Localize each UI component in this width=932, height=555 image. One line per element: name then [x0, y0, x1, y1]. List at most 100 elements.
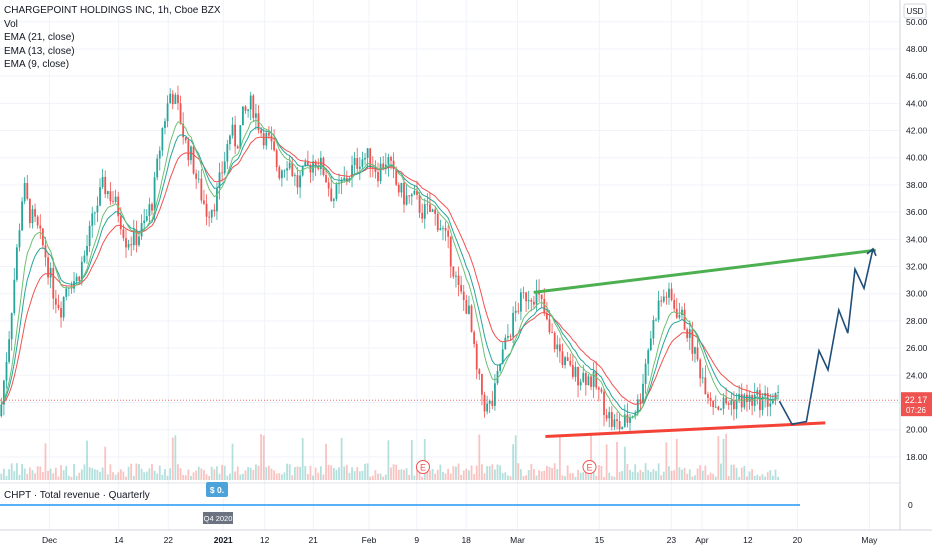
legend-vol[interactable]: Vol — [4, 18, 18, 30]
price-tick-label: 24.00 — [906, 370, 928, 380]
candle-body — [413, 190, 416, 195]
volume-bar — [709, 472, 712, 480]
volume-bar — [475, 465, 478, 480]
candle-body — [135, 229, 138, 246]
candle-body — [665, 296, 668, 298]
candle-body — [507, 335, 509, 338]
indicator-title[interactable]: CHPT · Total revenue · Quarterly — [4, 490, 150, 501]
time-tick-label: 12 — [743, 535, 753, 545]
price-tick-label: 30.00 — [906, 289, 928, 299]
volume-bar — [455, 466, 457, 480]
volume-bar — [353, 471, 356, 480]
candle-body — [696, 347, 699, 360]
candle-body — [600, 389, 603, 392]
volume-bar — [21, 464, 23, 480]
volume-bar — [548, 466, 551, 480]
time-tick-label: 2021 — [214, 535, 233, 545]
volume-bar — [631, 471, 634, 480]
candle-body — [125, 238, 127, 248]
volume-bar — [668, 466, 670, 480]
volume-bar — [309, 465, 312, 480]
candle-body — [558, 344, 561, 352]
volume-bar — [413, 475, 416, 480]
volume-bar — [561, 475, 564, 480]
volume-bar — [696, 468, 699, 480]
candle-body — [717, 406, 720, 410]
legend-ema9[interactable]: EMA (9, close) — [4, 59, 70, 70]
volume-bar — [512, 444, 515, 480]
volume-bar — [403, 469, 405, 480]
volume-bar — [340, 438, 343, 480]
volume-bar — [610, 476, 613, 480]
volume-bar — [208, 476, 211, 480]
candle-body — [605, 415, 608, 419]
volume-bar — [543, 470, 546, 480]
candle-body — [47, 257, 49, 278]
volume-bar — [491, 464, 494, 480]
volume-bar — [649, 472, 652, 480]
volume-bars — [0, 433, 780, 480]
candle-body — [626, 414, 629, 423]
volume-bar — [317, 472, 320, 480]
volume-bar — [431, 468, 434, 480]
volume-bar — [190, 475, 192, 480]
legend-symbol[interactable]: CHARGEPOINT HOLDINGS INC, 1h, Cboe BZX — [4, 5, 221, 16]
volume-bar — [114, 474, 117, 480]
candle-body — [382, 163, 385, 169]
volume-bar — [774, 469, 777, 480]
volume-bar — [712, 473, 715, 480]
candle-body — [551, 332, 553, 334]
volume-bar — [574, 476, 577, 480]
candle-body — [530, 300, 533, 302]
candle-body — [496, 370, 499, 384]
volume-bar — [525, 475, 527, 480]
volume-bar — [41, 471, 44, 480]
candle-body — [535, 291, 538, 305]
volume-bar — [626, 463, 629, 480]
candle-body — [603, 391, 605, 416]
volume-bar — [91, 468, 94, 480]
legend-ema13[interactable]: EMA (13, close) — [4, 45, 75, 57]
candle-body — [332, 199, 335, 201]
volume-bar — [39, 466, 42, 480]
volume-bar — [306, 474, 309, 480]
candle-body — [10, 313, 13, 340]
volume-bar — [60, 465, 62, 480]
volume-bar — [99, 471, 101, 480]
volume-bar — [104, 446, 107, 480]
candle-body — [439, 228, 442, 231]
volume-bar — [634, 464, 637, 480]
volume-bar — [270, 468, 273, 480]
volume-bar — [683, 467, 686, 480]
candle-body — [491, 400, 494, 406]
volume-bar — [369, 476, 372, 480]
candle-body — [639, 399, 642, 403]
volume-bar — [345, 464, 348, 480]
candle-body — [660, 300, 663, 302]
volume-bar — [439, 464, 442, 480]
candle-body — [86, 245, 88, 256]
volume-bar — [655, 471, 657, 480]
volume-bar — [746, 476, 748, 480]
candle-body — [442, 227, 444, 229]
candle-body — [200, 178, 203, 201]
volume-bar — [62, 470, 65, 480]
volume-bar — [727, 476, 730, 480]
candle-body — [345, 177, 348, 182]
volume-bar — [618, 472, 621, 480]
earnings-marker-label: E — [586, 463, 592, 473]
volume-bar — [395, 464, 398, 480]
earnings-marker — [416, 460, 430, 474]
volume-bar — [109, 464, 112, 480]
candle-body — [319, 157, 322, 170]
candle-body — [699, 359, 702, 379]
volume-bar — [748, 471, 751, 480]
candle-body — [114, 196, 117, 202]
candle-body — [187, 140, 190, 161]
legend-ema21[interactable]: EMA (21, close) — [4, 32, 75, 43]
candle-body — [91, 213, 94, 226]
volume-bar — [423, 438, 426, 480]
volume-bar — [717, 436, 720, 480]
